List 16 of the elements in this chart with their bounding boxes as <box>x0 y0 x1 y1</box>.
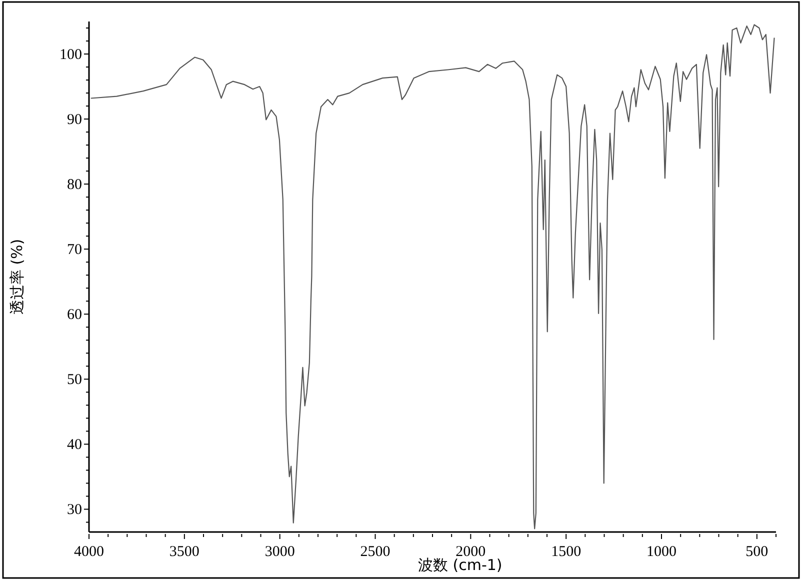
x-tick-label: 4000 <box>74 544 104 560</box>
y-tick-label: 60 <box>67 307 82 324</box>
x-tick-label: 1000 <box>646 544 676 560</box>
x-tick-label: 3500 <box>169 544 200 560</box>
x-tick-label: 1500 <box>551 544 582 560</box>
y-tick-label: 100 <box>60 47 82 64</box>
y-tick-label: 40 <box>67 437 82 454</box>
y-tick-label: 90 <box>67 112 82 128</box>
x-tick-label: 500 <box>746 544 768 560</box>
y-tick-label: 70 <box>67 242 82 258</box>
x-tick-label: 3000 <box>264 544 295 560</box>
y-tick-label: 50 <box>67 372 82 388</box>
y-tick-label: 80 <box>67 177 82 194</box>
x-tick-label: 2500 <box>360 544 390 560</box>
y-axis-title: 透过率 (%) <box>8 238 26 315</box>
y-tick-label: 30 <box>67 502 82 518</box>
